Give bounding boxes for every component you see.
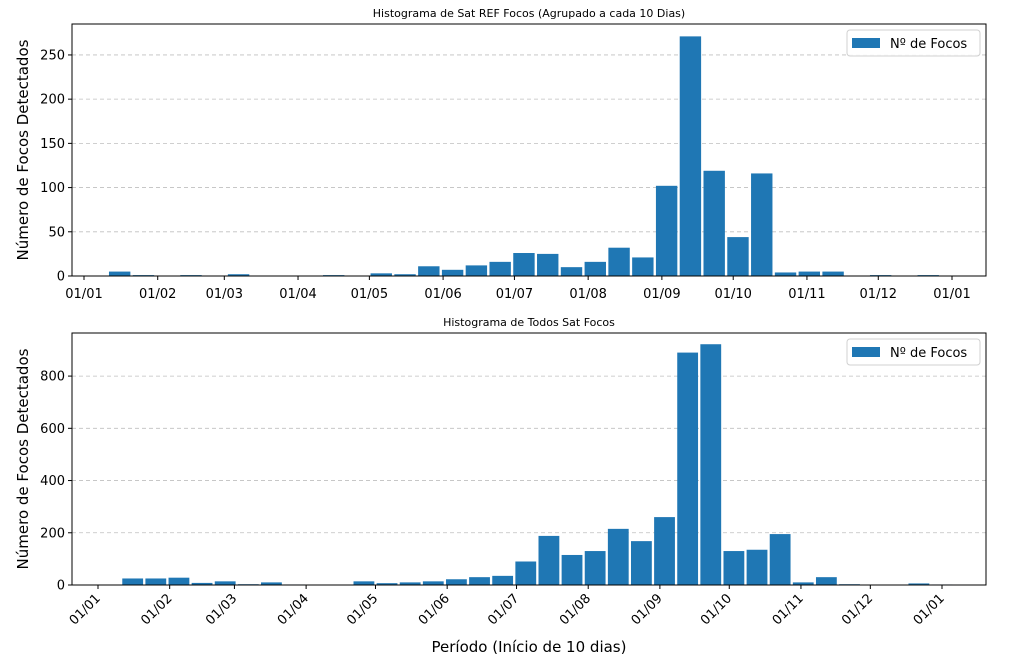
histogram-bar (677, 352, 699, 585)
histogram-bar (227, 274, 250, 276)
legend-label: Nº de Focos (890, 37, 967, 52)
y-tick-label: 250 (40, 48, 65, 63)
histogram-bar (655, 185, 678, 276)
x-tick-label: 01/05 (351, 287, 388, 302)
histogram-bar (513, 253, 535, 276)
histogram-bar (607, 528, 629, 585)
histogram-bar (584, 551, 606, 585)
x-tick-label: 01/04 (279, 287, 316, 302)
histogram-bar (515, 561, 537, 585)
histogram-bar (214, 581, 236, 585)
plot-frame (71, 23, 987, 277)
x-tick-label: 01/09 (643, 287, 680, 302)
legend-box (846, 338, 981, 366)
histogram-bar (376, 583, 398, 585)
histogram-bar (608, 247, 630, 276)
y-tick-label: 600 (40, 422, 65, 437)
legend-swatch (852, 347, 880, 357)
histogram-bar (561, 554, 583, 585)
x-tick-label: 01/06 (424, 287, 461, 302)
x-tick-label: 01/11 (788, 287, 825, 302)
chart-title: Histograma de Todos Sat Focos (443, 316, 615, 329)
histogram-bar (769, 534, 791, 585)
x-tick-label: 01/01 (933, 287, 970, 302)
y-tick-label: 800 (40, 370, 65, 385)
histogram-bar (489, 261, 511, 276)
histogram-bar (751, 173, 773, 276)
y-tick-label: 150 (40, 137, 65, 152)
histogram-bar (441, 269, 464, 276)
y-tick-label: 200 (40, 526, 65, 541)
histogram-bar (815, 577, 837, 585)
chart-panel-sat-ref: 0 50 100 150 200 250 01/01 01/02 01/03 01/04 01/05… (14, 7, 987, 302)
histogram-bar (798, 271, 821, 276)
legend: Nº de Focos (846, 338, 981, 366)
y-tick-label: 100 (40, 181, 65, 196)
histogram-bar (723, 551, 745, 585)
histogram-bar (465, 265, 488, 276)
histogram-bar (908, 583, 930, 585)
histogram-bar (492, 575, 514, 585)
histogram-bar (422, 581, 444, 585)
y-tick-label: 200 (40, 93, 65, 108)
histogram-bar (774, 272, 797, 276)
y-tick-label: 0 (57, 579, 65, 594)
x-tick-label: 01/12 (860, 287, 897, 302)
histogram-bar (469, 577, 490, 585)
histogram-bar (399, 582, 421, 585)
histogram-bar (108, 271, 131, 276)
histogram-bar (370, 273, 392, 276)
x-tick-label: 01/01 (65, 287, 102, 302)
histogram-bar (679, 36, 702, 276)
y-tick-label: 50 (48, 225, 65, 240)
histogram-bar (353, 581, 375, 585)
histogram-bar (560, 267, 583, 276)
histogram-bar (654, 517, 675, 585)
x-tick-label: 01/07 (496, 287, 533, 302)
figure-x-axis-label: Período (Início de 10 dias) (432, 638, 627, 656)
histogram-bar (700, 344, 722, 585)
chart-title: Histograma de Sat REF Focos (Agrupado a … (373, 7, 685, 20)
legend: Nº de Focos (846, 29, 981, 57)
histogram-bar (191, 582, 213, 585)
histogram-bar (168, 577, 190, 585)
histogram-bar (394, 274, 416, 276)
histogram-bar (822, 271, 844, 276)
legend-swatch (852, 38, 880, 48)
histogram-bar (145, 578, 167, 585)
y-axis-label: Número de Focos Detectados (14, 39, 32, 260)
histogram-bar (727, 237, 749, 276)
histogram-bar (537, 253, 559, 276)
x-tick-label: 01/02 (139, 287, 176, 302)
histogram-bar (792, 582, 814, 585)
histogram-bar (122, 578, 144, 585)
histogram-bar (746, 549, 768, 585)
y-tick-label: 400 (40, 474, 65, 489)
x-tick-label: 01/10 (714, 287, 751, 302)
histogram-bar (630, 541, 652, 585)
x-tick-label: 01/08 (569, 287, 606, 302)
histogram-bar (446, 579, 467, 585)
x-tick-label: 01/03 (206, 287, 243, 302)
histogram-bar (584, 261, 606, 276)
plot-frame (71, 332, 987, 586)
legend-label: Nº de Focos (890, 346, 967, 361)
legend-box (846, 29, 981, 57)
histogram-bar (261, 582, 282, 585)
histogram-bar (703, 170, 725, 276)
histogram-bar (538, 535, 560, 585)
histogram-bar (632, 257, 654, 276)
y-tick-label: 0 (57, 270, 65, 285)
histogram-bar (418, 266, 440, 276)
y-axis-label: Número de Focos Detectados (14, 348, 32, 569)
